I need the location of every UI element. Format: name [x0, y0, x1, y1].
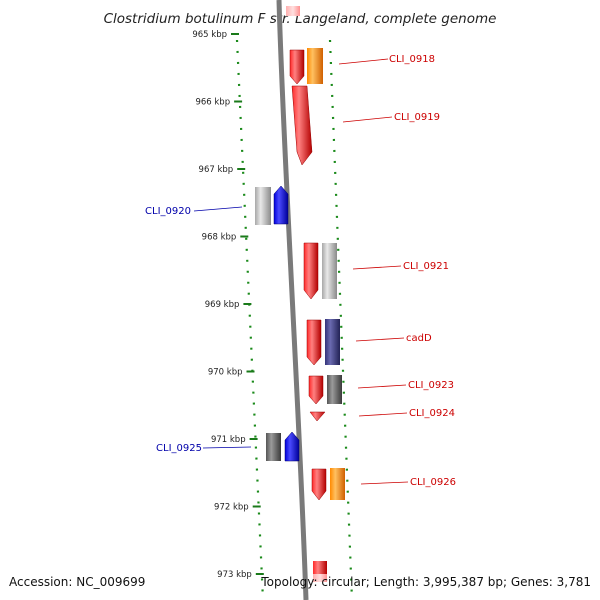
gene-feature-grey-2[interactable] [322, 243, 337, 299]
ruler-tick-label: 969 kbp [205, 300, 240, 310]
gene-feature-grey-1[interactable] [255, 187, 271, 225]
gene-arrow-cli-0919[interactable] [291, 85, 313, 166]
genome-backbone [276, 0, 309, 600]
ruler-tick-label: 966 kbp [195, 98, 230, 108]
genome-summary-text: Topology: circular; Length: 3,995,387 bp… [260, 575, 591, 589]
gene-label[interactable]: CLI_0921 [403, 261, 449, 272]
gene-feature-orange-2[interactable] [330, 468, 345, 500]
gene-feature-pink-top[interactable] [286, 6, 300, 16]
gene-label[interactable]: CLI_0926 [410, 477, 456, 488]
gene-labels: CLI_0918 CLI_0919 CLI_0920 CLI_0921 cadD… [145, 54, 456, 488]
ruler-tick-label: 971 kbp [211, 435, 246, 445]
gene-arrow-cli-0918[interactable] [289, 49, 305, 85]
gene-arrow-cli-0926[interactable] [311, 468, 327, 501]
ruler-tick-label: 973 kbp [217, 570, 252, 580]
gene-label[interactable]: CLI_0924 [409, 408, 455, 419]
gene-feature-red-bottom[interactable] [313, 561, 327, 575]
gene-label[interactable]: CLI_0925 [156, 443, 202, 454]
gene-leader-lines [193, 58, 409, 485]
gene-arrow-cli-0924[interactable] [309, 411, 326, 422]
ruler-tick-label: 968 kbp [202, 233, 237, 243]
gene-label[interactable]: CLI_0918 [389, 54, 435, 65]
accession-text: Accession: NC_009699 [9, 575, 145, 589]
gene-label[interactable]: CLI_0923 [408, 380, 454, 391]
gene-arrow-cli-0925[interactable] [284, 431, 300, 462]
gene-features [255, 6, 345, 582]
gene-label[interactable]: cadD [406, 333, 432, 344]
gene-arrow-cadd[interactable] [306, 319, 322, 366]
genome-title: Clostridium botulinum F str. Langeland, … [104, 11, 497, 27]
ruler-tick-label: 965 kbp [192, 30, 227, 40]
gene-feature-darkgrey-1[interactable] [327, 375, 342, 404]
gene-arrow-cli-0923[interactable] [308, 375, 324, 405]
gene-arrow-cli-0920[interactable] [273, 185, 289, 225]
gene-feature-pink-bottom[interactable] [313, 574, 327, 582]
kbp-ruler: 965 kbp 966 kbp 967 kbp 968 kbp 969 kbp 970 k… [192, 30, 264, 580]
gene-label[interactable]: CLI_0920 [145, 206, 191, 217]
ruler-tick-label: 967 kbp [199, 165, 234, 175]
gene-feature-navy[interactable] [325, 319, 340, 365]
ruler-tick-label: 972 kbp [214, 503, 249, 513]
gene-feature-orange-1[interactable] [307, 48, 323, 84]
gene-label[interactable]: CLI_0919 [394, 112, 440, 123]
gene-arrow-cli-0921[interactable] [303, 242, 319, 300]
gene-feature-darkgrey-2[interactable] [266, 433, 281, 461]
ruler-tick-label: 970 kbp [208, 368, 243, 378]
ruler-guide-line [235, 39, 265, 600]
